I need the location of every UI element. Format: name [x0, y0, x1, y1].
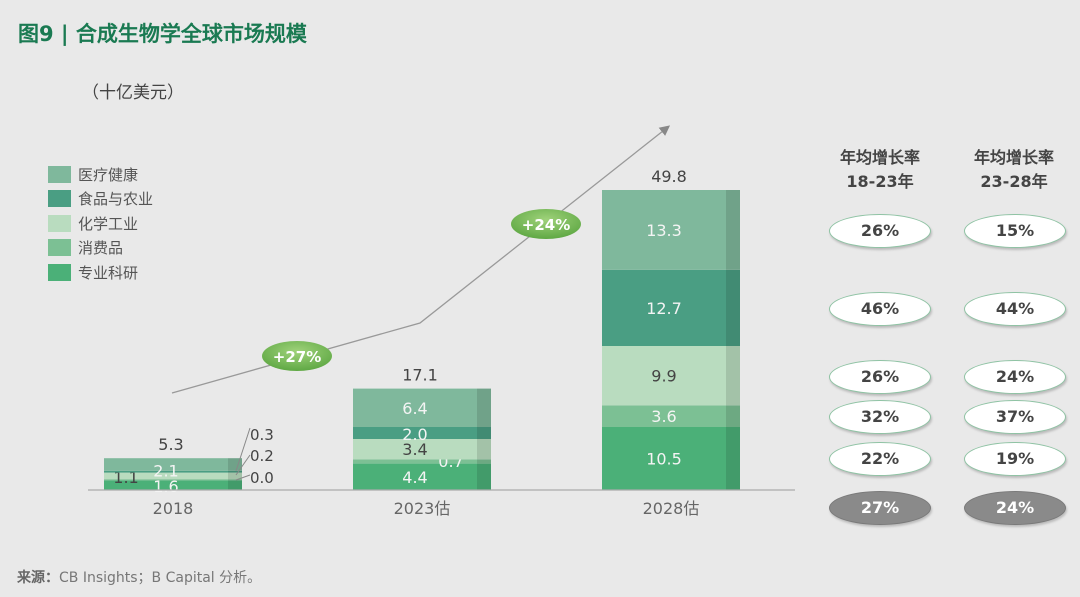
cagr-consumer-18-23: 32% — [829, 400, 931, 434]
bar-value-label: 13.3 — [646, 221, 682, 240]
bar-segment — [104, 479, 228, 481]
bar-segment — [104, 472, 228, 480]
bar-value-label: 6.4 — [402, 399, 427, 418]
bar-value-label: 1.6 — [153, 477, 178, 496]
bar-segment-side — [726, 427, 740, 490]
legend-item-research: 专业科研 — [48, 260, 153, 285]
legend-label: 食品与农业 — [78, 190, 154, 209]
bar-value-label: 2.1 — [153, 462, 178, 481]
cagr-total-18-23: 27% — [829, 491, 931, 525]
callout-label: 0.3 — [250, 426, 274, 444]
callouts-2018 — [235, 427, 251, 481]
bar-segment — [353, 439, 477, 460]
legend-label: 消费品 — [78, 239, 124, 258]
callout-label: 0.2 — [250, 447, 274, 465]
bar-segment-side — [477, 427, 491, 439]
bar-segment — [602, 346, 726, 406]
bar-total-label: 17.1 — [402, 366, 438, 385]
bar-value-label: 10.5 — [646, 450, 682, 469]
growth-badge: +24% — [511, 209, 581, 239]
cagr-total-23-28: 24% — [964, 491, 1066, 525]
cagr-header-23-28: 年均增长率 23-28年 — [954, 146, 1074, 194]
chart-title: 图9 | 合成生物学全球市场规模 — [18, 22, 307, 46]
legend-swatch — [48, 263, 71, 281]
bar-segment-side — [726, 269, 740, 346]
header-line: 18-23年 — [846, 172, 914, 191]
bar-segment — [353, 459, 477, 464]
source-note: 来源：CB Insights；B Capital 分析。 — [17, 567, 261, 587]
growth-trend-arrow — [171, 125, 671, 394]
bar-segment — [602, 405, 726, 427]
cagr-header-18-23: 年均增长率 18-23年 — [820, 146, 940, 194]
cagr-chemicals-23-28: 24% — [964, 360, 1066, 394]
bar-segment-side — [477, 463, 491, 490]
legend-label: 医疗健康 — [78, 165, 139, 184]
legend-swatch — [48, 190, 71, 208]
bar-segment-side — [228, 480, 242, 490]
bar-segment — [602, 190, 726, 270]
bar-value-label: 12.7 — [646, 299, 682, 318]
bar-value-label: 1.1 — [113, 468, 138, 487]
callout-label: 0.0 — [250, 469, 274, 487]
bar-segment-side — [477, 439, 491, 460]
legend-label: 化学工业 — [78, 214, 139, 233]
bar-segment-side — [228, 470, 242, 473]
bar-segment — [353, 463, 477, 490]
legend-item-healthcare: 医疗健康 — [48, 162, 153, 187]
bar-total-label: 5.3 — [158, 435, 183, 454]
legend-swatch — [48, 239, 71, 257]
legend: 医疗健康 食品与农业 化学工业 消费品 专业科研 — [48, 162, 153, 285]
bar-segment-side — [477, 388, 491, 427]
bar-segment-side — [726, 346, 740, 406]
bar-segment-side — [477, 459, 491, 464]
bar-segment — [602, 427, 726, 490]
bar-segment-side — [228, 472, 242, 480]
cagr-healthcare-18-23: 26% — [829, 214, 931, 248]
bar-total-label: 49.8 — [651, 167, 687, 186]
legend-swatch — [48, 214, 71, 232]
bar-value-label: 9.9 — [651, 367, 676, 386]
growth-badge: +27% — [262, 341, 332, 371]
bar-segment — [353, 388, 477, 427]
legend-swatch — [48, 165, 71, 183]
bar-segment — [602, 269, 726, 346]
cagr-food-23-28: 44% — [964, 292, 1066, 326]
x-tick-label: 2028估 — [643, 499, 700, 518]
source-text: CB Insights；B Capital 分析。 — [59, 570, 262, 586]
bar-value-label: 4.4 — [402, 468, 427, 487]
bar-segment-side — [228, 479, 242, 481]
growth-badge-label: +24% — [522, 216, 570, 234]
header-line: 年均增长率 — [973, 148, 1054, 167]
bar-value-label: 2.0 — [402, 425, 427, 444]
cagr-research-18-23: 22% — [829, 442, 931, 476]
bar-segment — [104, 458, 228, 471]
legend-item-chemicals: 化学工业 — [48, 211, 153, 236]
growth-badge-label: +27% — [273, 348, 321, 366]
bar-segment-side — [726, 405, 740, 427]
cagr-consumer-23-28: 37% — [964, 400, 1066, 434]
bar-value-label: 3.4 — [402, 440, 427, 459]
cagr-research-23-28: 19% — [964, 442, 1066, 476]
cagr-chemicals-18-23: 26% — [829, 360, 931, 394]
legend-item-consumer: 消费品 — [48, 236, 153, 261]
legend-item-food-agriculture: 食品与农业 — [48, 187, 153, 212]
bar-segment — [104, 480, 228, 490]
unit-label: （十亿美元） — [82, 83, 184, 103]
x-tick-label: 2023估 — [394, 499, 451, 518]
x-tick-label: 2018 — [153, 499, 194, 518]
source-label: 来源： — [17, 570, 59, 586]
bar-segment — [104, 470, 228, 473]
bar-value-label: 3.6 — [651, 407, 676, 426]
bar-segment — [353, 427, 477, 439]
header-line: 23-28年 — [980, 172, 1048, 191]
legend-label: 专业科研 — [78, 263, 139, 282]
header-line: 年均增长率 — [839, 148, 920, 167]
bar-segment-side — [726, 190, 740, 270]
cagr-food-18-23: 46% — [829, 292, 931, 326]
cagr-healthcare-23-28: 15% — [964, 214, 1066, 248]
bar-segment-side — [228, 458, 242, 471]
